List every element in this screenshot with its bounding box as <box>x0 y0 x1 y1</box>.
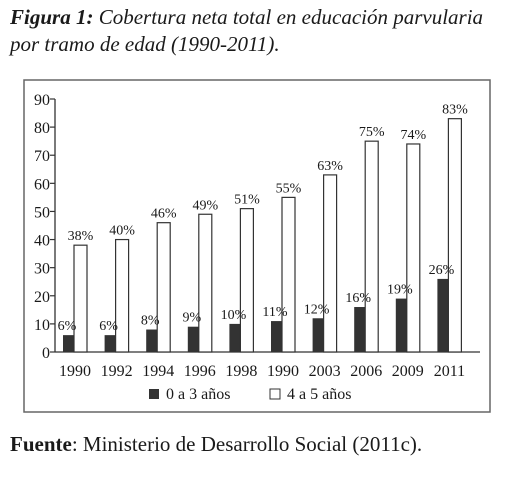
y-tick-label: 0 <box>42 345 50 362</box>
data-label-4-a-5: 83% <box>442 103 468 118</box>
y-tick-label: 80 <box>34 120 50 137</box>
bar-4-a-5 <box>73 244 88 353</box>
bar-4-a-5 <box>239 208 254 353</box>
data-label-4-a-5: 74% <box>400 128 426 143</box>
x-tick-label: 2011 <box>434 363 465 380</box>
data-label-0-a-3: 11% <box>262 305 287 320</box>
bar-4-a-5 <box>198 213 213 353</box>
bar-0-a-3 <box>104 335 116 352</box>
legend-swatch-4-a-5 <box>269 388 281 400</box>
bar-4-a-5 <box>114 238 130 353</box>
x-tick-label: 1996 <box>184 363 216 380</box>
data-label-0-a-3: 6% <box>58 319 77 334</box>
legend-label-4-a-5: 4 a 5 años <box>287 386 351 403</box>
legend-swatch-0-a-3 <box>149 389 159 399</box>
bar-0-a-3 <box>63 335 74 352</box>
bar-chart: 0 10 20 30 40 50 60 70 80 90 1990 1992 1994 1996 1998 1… <box>23 79 491 413</box>
x-tick-label: 2009 <box>392 363 424 380</box>
data-label-0-a-3: 8% <box>141 314 160 329</box>
y-tick-label: 90 <box>34 92 50 109</box>
bar-4-a-5 <box>406 143 421 353</box>
bar-0-a-3 <box>146 329 158 352</box>
x-tick-label: 1998 <box>225 363 257 380</box>
x-tick-label: 2003 <box>309 363 341 380</box>
data-label-0-a-3: 6% <box>99 319 118 334</box>
data-label-0-a-3: 19% <box>387 283 413 298</box>
y-tick-label: 40 <box>34 233 50 250</box>
data-label-4-a-5: 51% <box>234 193 260 208</box>
source-text: : Ministerio de Desarrollo Social (2011c… <box>71 432 423 456</box>
bar-0-a-3 <box>354 307 366 352</box>
data-label-0-a-3: 12% <box>304 302 330 317</box>
figure-caption: Figura 1: Cobertura neta total en educac… <box>10 4 500 58</box>
data-label-4-a-5: 55% <box>276 181 302 196</box>
bar-0-a-3 <box>437 278 449 352</box>
data-label-4-a-5: 75% <box>359 125 385 140</box>
caption-label: Figura 1: <box>10 5 94 29</box>
bar-0-a-3 <box>271 321 282 352</box>
data-label-4-a-5: 63% <box>317 159 343 174</box>
axis-layer: 0 10 20 30 40 50 60 70 80 90 1990 1992 1994 1996 1998 1… <box>34 92 480 380</box>
bar-0-a-3 <box>395 298 407 352</box>
caption-text: Cobertura neta total en educación parvul… <box>10 5 484 56</box>
data-label-0-a-3: 10% <box>221 308 247 323</box>
y-tick-label: 20 <box>34 289 50 306</box>
bars-layer <box>63 118 462 353</box>
y-tick-label: 60 <box>34 176 50 193</box>
data-label-0-a-3: 9% <box>182 311 201 326</box>
bar-4-a-5 <box>447 118 462 353</box>
data-label-4-a-5: 46% <box>151 207 177 222</box>
x-tick-label: 1992 <box>101 363 133 380</box>
data-label-4-a-5: 40% <box>109 224 135 239</box>
bar-4-a-5 <box>156 222 171 353</box>
bar-0-a-3 <box>187 326 199 352</box>
bar-4-a-5 <box>323 174 338 353</box>
x-tick-label: 2006 <box>350 363 382 380</box>
x-tick-label: 1990 <box>267 363 299 380</box>
data-label-4-a-5: 38% <box>68 229 94 244</box>
y-tick-label: 50 <box>34 204 50 221</box>
data-label-0-a-3: 26% <box>429 263 455 278</box>
legend: 0 a 3 años 4 a 5 años <box>149 386 351 403</box>
bar-0-a-3 <box>312 318 324 352</box>
source-label: Fuente <box>10 432 72 456</box>
y-tick-label: 30 <box>34 261 50 278</box>
y-tick-label: 70 <box>34 148 50 165</box>
labels-layer: 6% 38% 6% 40% 8% 46% 9% 49% 10% 51% 11% 55% 12% 63% 16… <box>58 103 468 334</box>
bar-0-a-3 <box>229 323 241 352</box>
source-note: Fuente: Ministerio de Desarrollo Social … <box>10 431 498 457</box>
data-label-0-a-3: 16% <box>345 291 371 306</box>
x-tick-label: 1990 <box>59 363 91 380</box>
bar-4-a-5 <box>281 196 296 353</box>
x-tick-label: 1994 <box>142 363 174 380</box>
y-tick-label: 10 <box>34 317 50 334</box>
data-label-4-a-5: 49% <box>192 198 218 213</box>
legend-label-0-a-3: 0 a 3 años <box>166 386 230 403</box>
bar-4-a-5 <box>364 140 379 353</box>
